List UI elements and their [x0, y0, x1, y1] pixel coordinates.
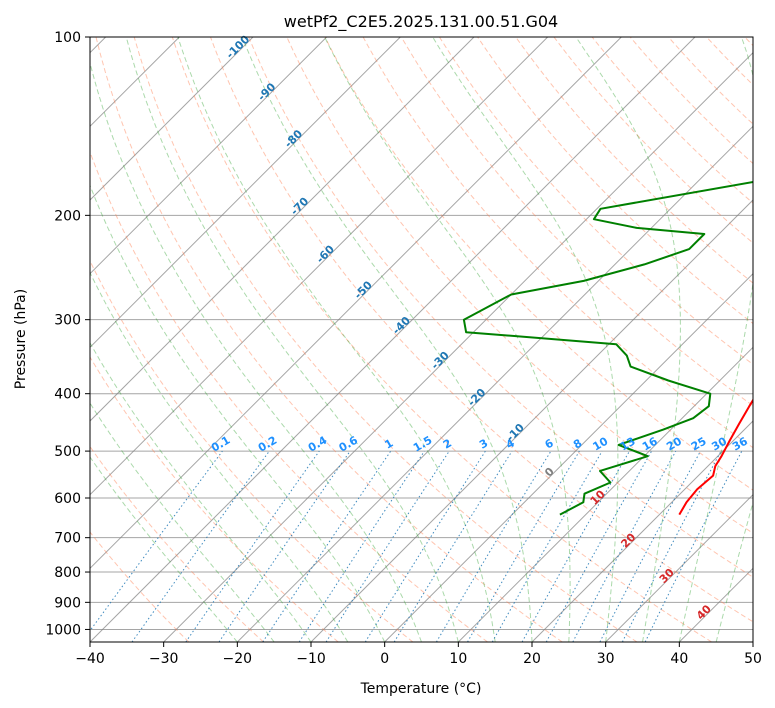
- dry-adiabat-90: [362, 37, 753, 449]
- moist-adiabat-0: [90, 184, 386, 642]
- x-tick-label: 50: [744, 651, 762, 667]
- x-tick-label: 0: [380, 651, 389, 667]
- moist-adiabat--15: [90, 402, 275, 642]
- dry-adiabat--30: [90, 531, 190, 642]
- chart-title: wetPf2_C2E5.2025.131.00.51.G04: [284, 12, 558, 32]
- y-tick-label: 100: [54, 30, 81, 46]
- dry-adiabat-20: [95, 37, 563, 642]
- dewpoint-profile-line: [462, 181, 753, 516]
- moist-adiabat-45: [715, 500, 753, 642]
- dry-adiabat-50: [210, 37, 753, 623]
- y-tick-label: 900: [54, 595, 81, 611]
- mixing-ratio-line-10: [491, 450, 603, 642]
- dry-adiabat-150: [591, 37, 753, 204]
- mixing-ratio-line-20: [572, 450, 677, 642]
- x-tick-label: 30: [597, 651, 615, 667]
- isotherm--30: [163, 51, 753, 642]
- isotherm-0: [384, 272, 753, 642]
- x-axis-ticks: −40 −30 −20 −10 0 10 20 30 40 50: [75, 642, 762, 667]
- x-tick-label: −30: [149, 651, 179, 667]
- mixing-ratio-line-0.1: [90, 450, 223, 632]
- dry-adiabat-110: [438, 37, 753, 365]
- y-tick-label: 1000: [45, 622, 81, 638]
- moist-adiabat--5: [90, 271, 349, 642]
- moist-adiabat-35: [575, 37, 681, 642]
- isotherm--90: [90, 37, 328, 275]
- isotherm--70: [90, 37, 475, 422]
- y-tick-label: 600: [54, 491, 81, 507]
- mixing-ratio-line-0.4: [185, 450, 320, 642]
- plot-background: [90, 37, 753, 642]
- x-tick-label: 20: [523, 651, 541, 667]
- x-tick-label: 10: [449, 651, 467, 667]
- y-tick-label: 500: [54, 444, 81, 460]
- mixing-ratio-line-0.2: [131, 450, 270, 642]
- plot-frame: [89, 36, 754, 643]
- dry-adiabat-70: [286, 37, 753, 534]
- dry-adiabat-100: [400, 37, 753, 407]
- dry-adiabats: [90, 37, 753, 642]
- dry-adiabat-0: [90, 259, 414, 642]
- mixing-ratio-line-8: [467, 450, 580, 642]
- isotherm--10: [310, 199, 753, 642]
- x-tick-label: −20: [223, 651, 253, 667]
- moist-adiabats: [90, 37, 753, 642]
- y-tick-label: 700: [54, 531, 81, 547]
- y-tick-label: 300: [54, 313, 81, 329]
- isotherm--100: [90, 37, 254, 201]
- x-axis-label: Temperature (°C): [360, 681, 482, 697]
- sounding-profiles: [462, 181, 753, 516]
- isotherm-20: [531, 420, 753, 642]
- isobar-grid: [90, 37, 753, 630]
- isotherm--50: [90, 37, 622, 570]
- mixing-ratio-line-13: [521, 450, 630, 642]
- moist-adiabat-25: [324, 37, 571, 642]
- moist-adiabat-5: [90, 60, 422, 642]
- y-tick-label: 200: [54, 208, 81, 224]
- isotherm-10: [457, 346, 753, 642]
- moist-adiabat--20: [90, 456, 238, 642]
- isotherm-grid: [90, 37, 753, 642]
- x-tick-label: −10: [296, 651, 326, 667]
- dry-adiabat-30: [133, 37, 638, 642]
- isotherm--80: [90, 37, 401, 349]
- dry-adiabat-120: [477, 37, 753, 325]
- temperature-profile-line: [678, 398, 753, 516]
- moist-adiabat-20: [241, 37, 533, 642]
- dry-adiabat-60: [248, 37, 753, 578]
- mixing-ratio-line-4: [393, 450, 513, 642]
- y-tick-label: 400: [54, 387, 81, 403]
- moist-adiabat-10: [125, 37, 459, 642]
- dry-adiabat--10: [90, 356, 339, 642]
- y-axis-ticks: 100 200 300 400 500 600 700 800 900 1000: [45, 30, 90, 638]
- x-tick-label: −40: [75, 651, 105, 667]
- mixing-ratio-line-0.6: [218, 450, 351, 642]
- dry-adiabat-80: [324, 37, 753, 491]
- dry-adiabat-10: [90, 150, 488, 642]
- mixing-ratio-line-6: [435, 450, 552, 642]
- mixing-ratio-line-16: [545, 450, 653, 642]
- mixing-ratio-lines: [90, 450, 743, 642]
- isotherm--40: [90, 37, 696, 642]
- y-axis-label: Pressure (hPa): [13, 289, 29, 389]
- mixing-ratio-line-3: [364, 450, 486, 642]
- isotherm-30: [605, 493, 753, 642]
- y-tick-label: 800: [54, 565, 81, 581]
- isotherm--60: [90, 37, 549, 496]
- dry-adiabat-140: [553, 37, 753, 244]
- mixing-ratio-line-2: [325, 450, 450, 642]
- dry-adiabat-40: [171, 37, 712, 642]
- x-tick-label: 40: [670, 651, 688, 667]
- isotherm--20: [236, 125, 753, 642]
